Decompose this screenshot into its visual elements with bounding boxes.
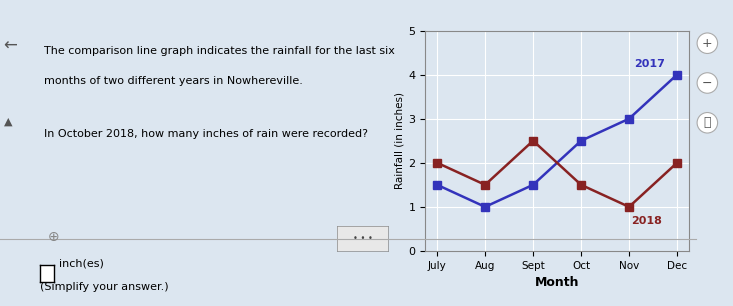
- Text: ⊕: ⊕: [48, 230, 59, 244]
- Text: −: −: [702, 76, 712, 89]
- Text: +: +: [702, 37, 712, 50]
- Text: ⧉: ⧉: [704, 116, 711, 129]
- Text: inch(es): inch(es): [59, 259, 103, 269]
- Y-axis label: Rainfall (in inches): Rainfall (in inches): [394, 92, 404, 189]
- Text: • • •: • • •: [353, 234, 373, 243]
- Text: (Simplify your answer.): (Simplify your answer.): [40, 282, 169, 292]
- Text: months of two different years in Nowhereville.: months of two different years in Nowhere…: [44, 76, 303, 87]
- Text: In October 2018, how many inches of rain were recorded?: In October 2018, how many inches of rain…: [44, 129, 368, 139]
- Text: The comparison line graph indicates the rainfall for the last six: The comparison line graph indicates the …: [44, 46, 395, 56]
- Text: ←: ←: [4, 37, 18, 55]
- X-axis label: Month: Month: [535, 276, 579, 289]
- Text: 2018: 2018: [631, 216, 663, 226]
- Text: 2017: 2017: [634, 59, 665, 69]
- Text: ▲: ▲: [4, 116, 12, 126]
